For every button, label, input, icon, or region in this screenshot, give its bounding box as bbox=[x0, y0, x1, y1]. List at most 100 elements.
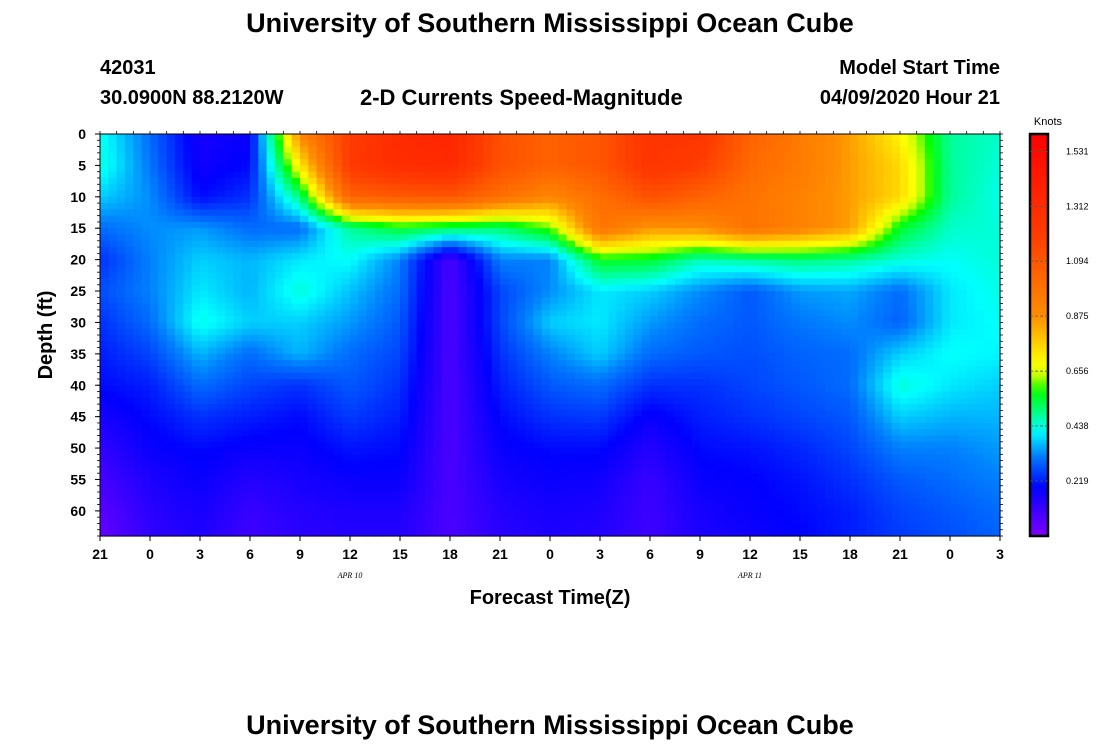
heatmap-cell bbox=[933, 328, 943, 336]
heatmap-cell bbox=[275, 372, 284, 380]
heatmap-cell bbox=[350, 416, 359, 424]
heatmap-cell bbox=[908, 146, 918, 154]
heatmap-cell bbox=[475, 347, 484, 355]
heatmap-cell bbox=[250, 278, 259, 286]
heatmap-cell bbox=[308, 228, 318, 236]
heatmap-cell bbox=[150, 347, 159, 355]
heatmap-cell bbox=[591, 177, 601, 185]
heatmap-cell bbox=[608, 303, 618, 311]
heatmap-cell bbox=[183, 297, 193, 305]
heatmap-cell bbox=[691, 190, 701, 198]
heatmap-cell bbox=[925, 397, 934, 405]
heatmap-cell bbox=[350, 152, 359, 160]
heatmap-cell bbox=[108, 316, 118, 324]
heatmap-cell bbox=[941, 322, 951, 330]
heatmap-cell bbox=[858, 410, 868, 418]
heatmap-cell bbox=[158, 196, 168, 204]
heatmap-cell bbox=[958, 316, 968, 324]
heatmap-cell bbox=[941, 228, 951, 236]
heatmap-cell bbox=[791, 284, 801, 292]
heatmap-cell bbox=[383, 234, 393, 242]
heatmap-cell bbox=[291, 265, 301, 273]
heatmap-cell bbox=[350, 134, 359, 141]
heatmap-cell bbox=[633, 177, 643, 185]
heatmap-cell bbox=[216, 297, 226, 305]
heatmap-cell bbox=[275, 134, 284, 141]
heatmap-cell bbox=[541, 366, 551, 374]
heatmap-cell bbox=[625, 165, 634, 173]
heatmap-cell bbox=[258, 422, 268, 430]
heatmap-cell bbox=[958, 159, 968, 167]
heatmap-cell bbox=[516, 360, 526, 368]
heatmap-cell bbox=[433, 247, 443, 254]
heatmap-cell bbox=[225, 272, 234, 280]
heatmap-cell bbox=[116, 184, 126, 192]
heatmap-cell bbox=[283, 196, 293, 204]
heatmap-cell bbox=[200, 328, 209, 336]
heatmap-cell bbox=[150, 165, 159, 173]
heatmap-cell bbox=[666, 259, 676, 267]
heatmap-cell bbox=[666, 391, 676, 399]
heatmap-cell bbox=[550, 360, 559, 368]
heatmap-cell bbox=[516, 328, 526, 336]
heatmap-cell bbox=[133, 284, 143, 292]
heatmap-cell bbox=[400, 404, 409, 411]
heatmap-cell bbox=[425, 378, 434, 386]
heatmap-cell bbox=[316, 378, 326, 386]
heatmap-cell bbox=[491, 215, 501, 223]
heatmap-cell bbox=[700, 328, 709, 336]
heatmap-cell bbox=[683, 303, 693, 311]
heatmap-cell bbox=[966, 259, 976, 267]
heatmap-cell bbox=[941, 171, 951, 179]
heatmap-cell bbox=[566, 221, 576, 229]
heatmap-cell bbox=[750, 322, 759, 330]
heatmap-cell bbox=[133, 221, 143, 229]
heatmap-cell bbox=[166, 284, 176, 292]
heatmap-cell bbox=[491, 372, 501, 380]
heatmap-cell bbox=[658, 171, 668, 179]
heatmap-cell bbox=[158, 410, 168, 418]
heatmap-cell bbox=[758, 146, 768, 154]
heatmap-cell bbox=[950, 291, 959, 298]
heatmap-cell bbox=[650, 391, 659, 399]
heatmap-cell bbox=[550, 291, 559, 298]
heatmap-cell bbox=[916, 316, 926, 324]
heatmap-cell bbox=[316, 316, 326, 324]
heatmap-cell bbox=[325, 366, 334, 374]
heatmap-cell bbox=[841, 297, 851, 305]
heatmap-cell bbox=[816, 221, 826, 229]
heatmap-cell bbox=[675, 378, 684, 386]
heatmap-cell bbox=[483, 341, 493, 349]
heatmap-cell bbox=[975, 209, 984, 217]
heatmap-cell bbox=[525, 309, 534, 317]
heatmap-cell bbox=[975, 215, 984, 223]
heatmap-cell bbox=[650, 397, 659, 405]
heatmap-cell bbox=[625, 265, 634, 273]
heatmap-cell bbox=[208, 278, 218, 286]
heatmap-cell bbox=[225, 259, 234, 267]
heatmap-cell bbox=[400, 196, 409, 204]
heatmap-cell bbox=[333, 253, 343, 261]
heatmap-cell bbox=[700, 140, 709, 148]
heatmap-cell bbox=[100, 347, 109, 355]
heatmap-cell bbox=[433, 316, 443, 324]
heatmap-cell bbox=[733, 360, 743, 368]
heatmap-cell bbox=[750, 228, 759, 236]
heatmap-cell bbox=[858, 134, 868, 141]
heatmap-cell bbox=[725, 253, 734, 261]
heatmap-cell bbox=[991, 404, 1001, 411]
heatmap-cell bbox=[800, 234, 809, 242]
heatmap-cell bbox=[566, 209, 576, 217]
heatmap-cell bbox=[816, 316, 826, 324]
heatmap-cell bbox=[900, 385, 909, 393]
heatmap-cell bbox=[366, 184, 376, 192]
heatmap-cell bbox=[458, 284, 468, 292]
heatmap-cell bbox=[458, 134, 468, 141]
heatmap-cell bbox=[133, 209, 143, 217]
heatmap-cell bbox=[875, 159, 884, 167]
heatmap-cell bbox=[708, 391, 718, 399]
heatmap-cell bbox=[441, 353, 451, 361]
heatmap-cell bbox=[983, 278, 993, 286]
heatmap-cell bbox=[316, 347, 326, 355]
heatmap-cell bbox=[316, 177, 326, 185]
